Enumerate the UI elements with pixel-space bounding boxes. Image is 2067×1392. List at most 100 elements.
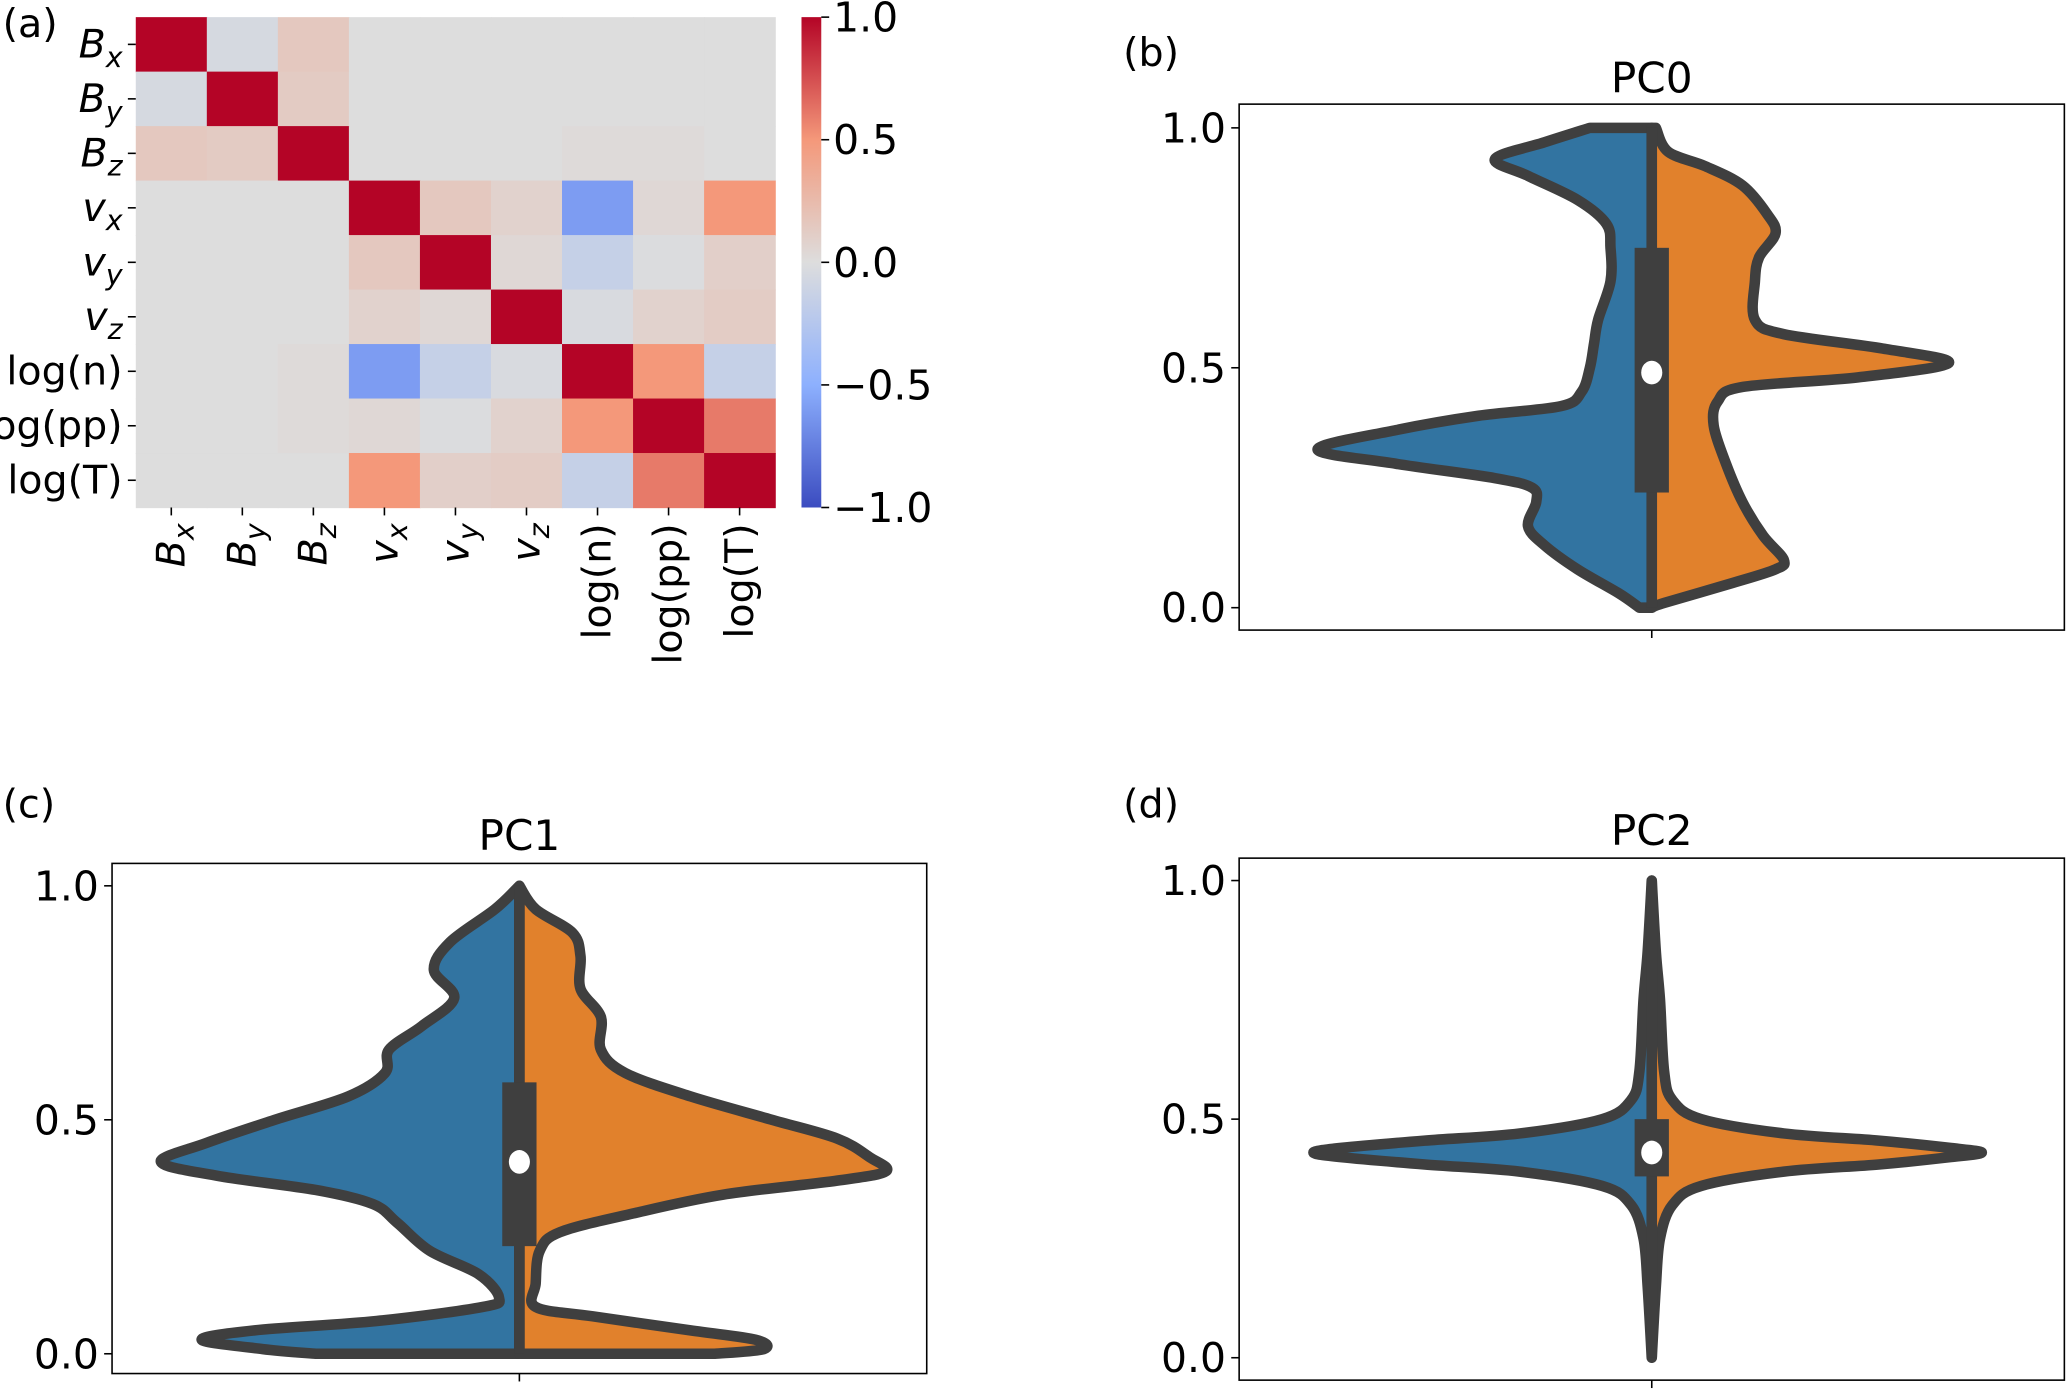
- heatmap-cell: [633, 235, 705, 291]
- heatmap-cell: [562, 453, 634, 509]
- row-label: Bz: [81, 131, 124, 183]
- panel-label-c: (c): [3, 781, 56, 827]
- heatmap-cell: [490, 71, 563, 127]
- violin-right-half: [1646, 122, 1955, 613]
- colorbar-tick-label: −0.5: [833, 361, 932, 409]
- heatmap-cell: [135, 398, 208, 454]
- heatmap-cell: [562, 126, 634, 182]
- row-label: vy: [82, 240, 123, 292]
- heatmap-cell: [135, 235, 208, 291]
- heatmap-cell: [277, 180, 350, 236]
- y-tick-label: 0.0: [34, 1330, 99, 1378]
- heatmap-cell: [704, 126, 776, 182]
- heatmap-cell: [490, 17, 563, 73]
- heatmap-cell: [419, 180, 492, 236]
- heatmap-cell: [562, 17, 634, 73]
- heatmap-cell: [277, 17, 350, 73]
- heatmap-cell: [419, 17, 492, 73]
- y-tick-label: 0.5: [1161, 1096, 1226, 1144]
- heatmap-cell: [277, 289, 350, 345]
- heatmap-cell: [206, 126, 279, 182]
- heatmap-cell: [490, 235, 563, 291]
- colorbar-tick-label: 1.0: [833, 0, 898, 42]
- heatmap-cell: [704, 289, 776, 345]
- heatmap-cell: [348, 453, 421, 509]
- col-label: log(n): [575, 523, 621, 639]
- heatmap-cell: [419, 398, 492, 454]
- row-label: By: [79, 76, 124, 128]
- violin-right-half: [514, 880, 893, 1360]
- heatmap-cell: [490, 344, 563, 400]
- heatmap-cell: [633, 180, 705, 236]
- heatmap-cell: [419, 289, 492, 345]
- heatmap-cell: [562, 289, 634, 345]
- colorbar-tick-label: 0.0: [833, 239, 898, 287]
- row-label: log(T): [7, 457, 122, 503]
- colorbar-tick-label: 0.5: [833, 116, 898, 164]
- colorbar-tick-label: −1.0: [833, 484, 932, 532]
- col-label: Bz: [291, 522, 343, 565]
- heatmap-cell: [206, 180, 279, 236]
- heatmap-cell: [633, 344, 705, 400]
- heatmap-cell: [277, 71, 350, 127]
- heatmap-cell: [135, 17, 208, 73]
- heatmap-cell: [419, 235, 492, 291]
- heatmap-cell: [704, 235, 776, 291]
- col-label: vy: [433, 522, 485, 563]
- colorbar: [801, 17, 822, 508]
- heatmap-cell: [135, 180, 208, 236]
- col-label: log(T): [717, 523, 763, 638]
- heatmap-cell: [348, 344, 421, 400]
- heatmap-cell: [490, 126, 563, 182]
- heatmap-cell: [419, 453, 492, 509]
- heatmap-cell: [277, 398, 350, 454]
- heatmap-cell: [562, 344, 634, 400]
- y-tick-label: 0.0: [1161, 1334, 1226, 1382]
- panel-c-violin: (c) PC1 0.0 0.5 1.0: [3, 781, 928, 1382]
- y-tick-label: 1.0: [1161, 857, 1226, 905]
- plot-title: PC1: [479, 811, 561, 860]
- heatmap-cell: [348, 289, 421, 345]
- y-tick-label: 1.0: [34, 862, 99, 910]
- y-tick-label: 0.5: [1161, 344, 1226, 392]
- heatmap-cell: [490, 453, 563, 509]
- median-marker: [1641, 1140, 1663, 1165]
- row-label: log(n): [6, 348, 122, 394]
- heatmap-cell: [704, 398, 776, 454]
- heatmap-cell: [277, 235, 350, 291]
- heatmap-cell: [633, 289, 705, 345]
- heatmap-cell: [490, 289, 563, 345]
- heatmap-cell: [206, 235, 279, 291]
- heatmap-cell: [348, 71, 421, 127]
- y-tick-label: 0.5: [34, 1096, 99, 1144]
- col-label: log(pp): [646, 523, 692, 664]
- heatmap-cell: [206, 71, 279, 127]
- heatmap-cell: [206, 453, 279, 509]
- heatmap-cell: [704, 71, 776, 127]
- col-label: vx: [362, 522, 414, 563]
- heatmap-cell: [704, 17, 776, 73]
- row-label: Bx: [79, 22, 124, 74]
- heatmap-cell: [562, 71, 634, 127]
- heatmap-cell: [562, 180, 634, 236]
- heatmap-cell: [135, 71, 208, 127]
- colorbar-ticks: 1.0 0.5 0.0 −0.5 −1.0: [821, 0, 932, 532]
- heatmap-cell: [419, 71, 492, 127]
- violin-left-half: [1308, 875, 1658, 1363]
- col-label: vz: [504, 522, 556, 561]
- heatmap-cell: [348, 180, 421, 236]
- row-label: log(pp): [0, 403, 123, 449]
- heatmap-cell: [562, 235, 634, 291]
- median-marker: [1641, 360, 1663, 385]
- heatmap-cell: [490, 180, 563, 236]
- heatmap-cell: [633, 71, 705, 127]
- heatmap-cell: [704, 180, 776, 236]
- heatmap-cell: [633, 453, 705, 509]
- violin-right-half: [1646, 875, 1988, 1363]
- heatmap-cell: [490, 398, 563, 454]
- median-marker: [508, 1150, 530, 1174]
- heatmap-cell: [135, 126, 208, 182]
